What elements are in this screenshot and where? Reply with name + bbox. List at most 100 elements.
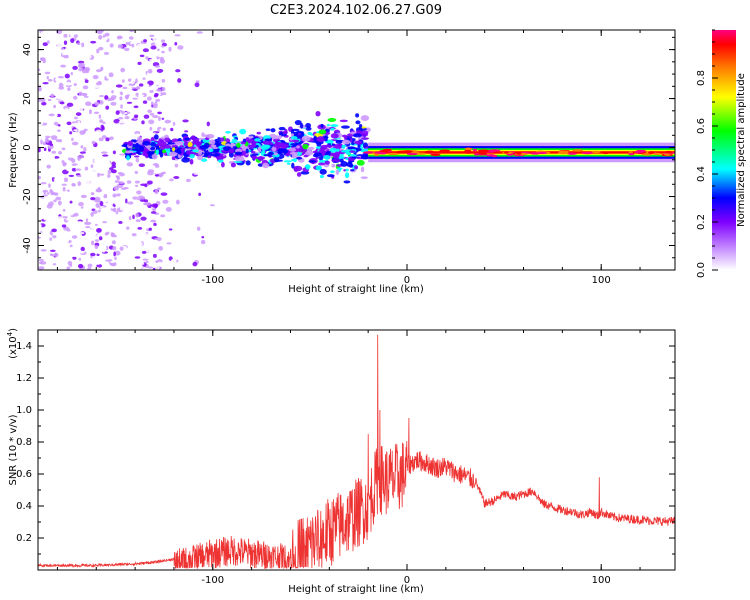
heat-cell	[94, 239, 100, 242]
heat-cell	[256, 156, 266, 160]
heat-cell	[326, 139, 331, 144]
heat-cell	[76, 253, 79, 258]
spectrogram-y-label: Frequency (Hz)	[8, 112, 19, 188]
heat-cell	[38, 258, 44, 262]
heat-cell	[90, 192, 95, 196]
heat-cell	[87, 267, 92, 270]
heat-cell	[168, 228, 173, 231]
heat-cell	[132, 214, 135, 220]
heat-cell	[116, 35, 123, 40]
heat-cell	[157, 139, 165, 145]
heat-cell	[98, 236, 103, 241]
heat-cell	[313, 152, 322, 157]
heat-cell	[95, 69, 102, 73]
heat-cell	[69, 107, 74, 112]
heat-cell	[43, 241, 49, 247]
heat-cell	[150, 63, 154, 66]
heat-cell	[156, 176, 161, 181]
heat-cell	[115, 96, 120, 101]
heat-cell	[64, 73, 70, 79]
heat-cell	[53, 178, 57, 181]
heat-cell	[83, 180, 91, 185]
heat-cell	[159, 219, 163, 225]
heat-cell	[477, 149, 490, 152]
heat-cell	[567, 152, 578, 155]
heat-cell	[166, 242, 172, 245]
heat-cell	[137, 198, 142, 201]
heat-cell	[652, 152, 662, 156]
heat-cell	[117, 129, 123, 133]
heat-cell	[78, 76, 85, 81]
heat-cell	[233, 160, 243, 163]
heat-cell	[93, 85, 100, 89]
heat-cell	[120, 67, 126, 73]
heat-cell	[128, 36, 134, 40]
heat-cell	[170, 127, 174, 132]
heat-cell	[110, 101, 117, 106]
heat-cell	[76, 174, 82, 178]
y-tick-label: 0	[22, 144, 33, 150]
heat-cell	[117, 60, 121, 65]
heat-cell	[177, 45, 184, 50]
heat-cell	[360, 130, 369, 136]
heat-cell	[90, 40, 97, 44]
heat-cell	[529, 152, 541, 155]
heat-cell	[124, 112, 128, 115]
heat-cell	[173, 176, 180, 179]
heat-cell	[145, 56, 149, 60]
heat-cell	[134, 256, 141, 259]
heat-cell	[155, 249, 159, 253]
heat-cell	[133, 105, 139, 109]
heat-cell	[122, 235, 129, 239]
spectrogram-x-axis: -100 0 100	[56, 30, 641, 286]
heat-cell	[320, 123, 324, 128]
heat-cell	[209, 139, 216, 145]
heat-cell	[159, 56, 164, 61]
heat-cell	[228, 152, 234, 158]
heat-cell	[131, 69, 135, 75]
heat-cell	[286, 162, 291, 165]
heat-cell	[164, 137, 171, 143]
heat-cell	[50, 76, 56, 79]
spectrogram-x-label: Height of straight line (km)	[288, 284, 424, 295]
heat-cell	[217, 159, 224, 163]
y-tick-label: 1.0	[16, 405, 32, 416]
heat-cell	[142, 151, 148, 157]
heat-cell	[62, 208, 66, 212]
heat-cell	[207, 155, 212, 159]
heat-cell	[108, 72, 114, 78]
heat-cell	[126, 263, 130, 268]
heat-cell	[273, 152, 278, 156]
heat-cell	[123, 266, 128, 270]
heat-cell	[194, 82, 200, 88]
heat-cell	[107, 169, 112, 175]
heat-cell	[100, 169, 107, 174]
heat-cell	[113, 119, 121, 124]
heat-cell	[99, 206, 106, 209]
heat-cell	[181, 157, 190, 163]
heat-cell	[265, 128, 271, 132]
heat-cell	[296, 156, 303, 160]
heat-cell	[90, 106, 95, 111]
snr-x-axis: -100 0 100	[56, 330, 641, 586]
heat-cell	[110, 95, 117, 100]
heat-cell	[174, 259, 177, 262]
heat-cell	[81, 207, 87, 213]
heat-cell	[83, 67, 89, 72]
heat-cell	[330, 133, 339, 139]
heat-cell	[82, 97, 88, 101]
heat-cell	[131, 233, 137, 237]
heat-cell	[156, 187, 161, 191]
heat-cell	[72, 266, 78, 270]
heat-cell	[151, 153, 158, 160]
heat-cell	[90, 150, 97, 155]
heat-cell	[61, 50, 65, 56]
heat-cell	[327, 117, 337, 122]
heat-cell	[102, 154, 109, 157]
heat-cell	[189, 153, 195, 159]
heat-cell	[129, 220, 136, 224]
heat-cell	[91, 59, 97, 64]
heat-cell	[68, 62, 74, 65]
heat-cell	[158, 149, 163, 152]
x-tick-label: 100	[592, 575, 611, 586]
